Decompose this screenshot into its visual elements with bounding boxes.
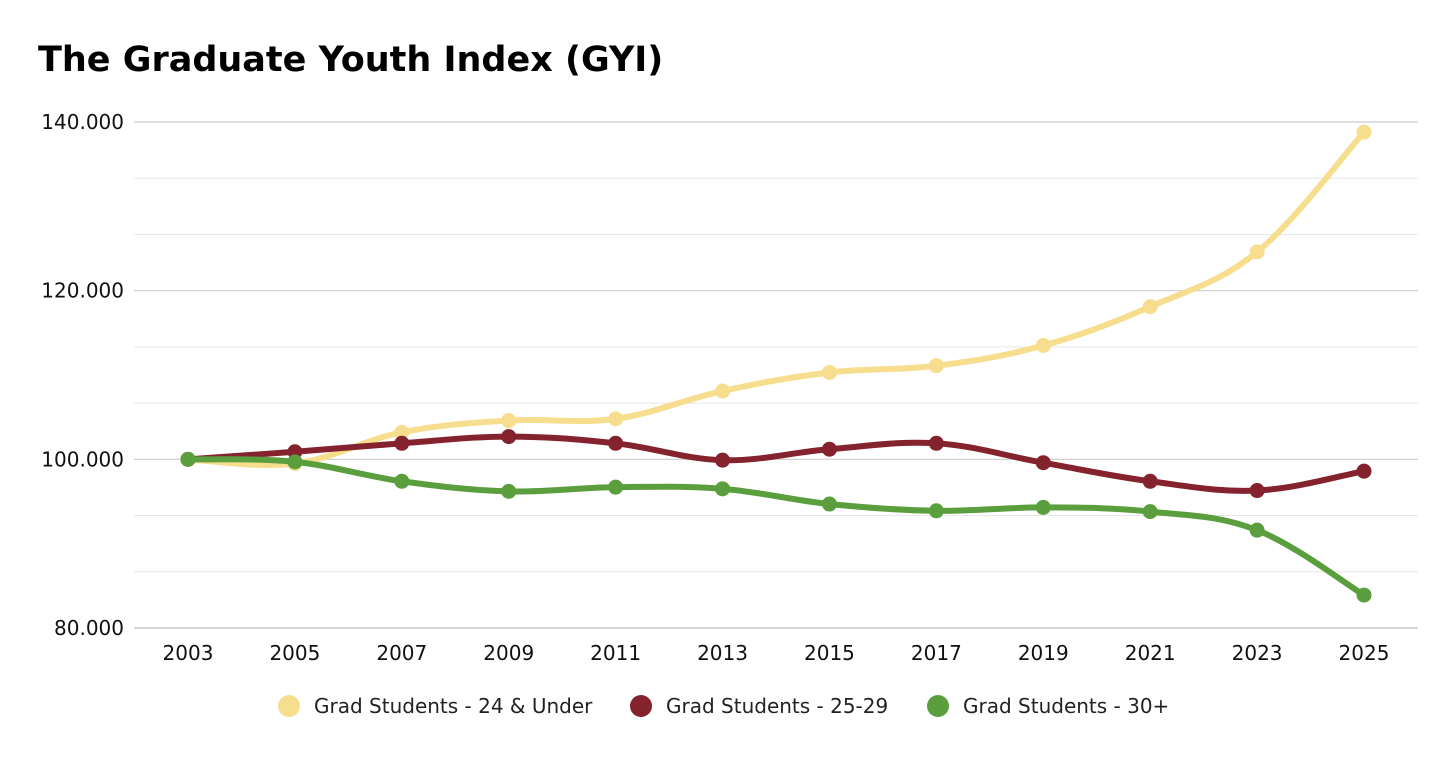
x-tick-label: 2007 [376, 641, 427, 665]
data-point[interactable] [821, 496, 837, 512]
data-point[interactable] [394, 473, 410, 489]
x-tick-label: 2015 [804, 641, 855, 665]
x-tick-label: 2011 [590, 641, 641, 665]
y-tick-label: 120.000 [41, 279, 124, 303]
data-point[interactable] [1035, 499, 1051, 515]
legend-marker [278, 695, 300, 717]
data-point[interactable] [180, 451, 196, 467]
data-point[interactable] [821, 441, 837, 457]
data-point[interactable] [394, 435, 410, 451]
data-point[interactable] [501, 483, 517, 499]
data-point[interactable] [715, 481, 731, 497]
x-tick-label: 2005 [269, 641, 320, 665]
data-point[interactable] [1356, 463, 1372, 479]
legend-item[interactable]: Grad Students - 30+ [927, 694, 1169, 718]
legend-item[interactable]: Grad Students - 24 & Under [278, 694, 593, 718]
legend-label: Grad Students - 24 & Under [314, 694, 593, 718]
chart-title: The Graduate Youth Index (GYI) [38, 40, 664, 80]
x-tick-label: 2023 [1232, 641, 1283, 665]
data-point[interactable] [1356, 587, 1372, 603]
data-point[interactable] [501, 413, 517, 429]
series-line [185, 456, 1367, 599]
x-tick-label: 2009 [483, 641, 534, 665]
data-point[interactable] [928, 503, 944, 519]
data-point[interactable] [394, 424, 410, 440]
data-point[interactable] [715, 452, 731, 468]
data-point[interactable] [715, 383, 731, 399]
series-line [185, 129, 1367, 469]
legend-label: Grad Students - 25-29 [666, 694, 888, 718]
y-tick-label: 140.000 [41, 110, 124, 134]
series-25-29 [180, 429, 1372, 499]
data-point[interactable] [1142, 473, 1158, 489]
data-point[interactable] [1249, 522, 1265, 538]
data-point[interactable] [1142, 504, 1158, 520]
data-point[interactable] [1249, 483, 1265, 499]
x-tick-label: 2021 [1125, 641, 1176, 665]
x-tick-label: 2019 [1018, 641, 1069, 665]
x-tick-label: 2025 [1339, 641, 1390, 665]
data-point[interactable] [928, 358, 944, 374]
data-point[interactable] [608, 411, 624, 427]
data-point[interactable] [1035, 455, 1051, 471]
x-tick-label: 2013 [697, 641, 748, 665]
data-point[interactable] [1142, 299, 1158, 315]
x-tick-label: 2003 [163, 641, 214, 665]
axes: 80.000 100.000 120.000 140.000 2003 2005 2007 2… [41, 110, 1389, 665]
data-point[interactable] [608, 479, 624, 495]
legend-marker [927, 695, 949, 717]
data-point[interactable] [821, 364, 837, 380]
series-line [185, 433, 1367, 494]
legend-marker [630, 695, 652, 717]
y-tick-label: 100.000 [41, 447, 124, 471]
data-point[interactable] [1035, 337, 1051, 353]
y-tick-label: 80.000 [54, 616, 124, 640]
x-tick-label: 2017 [911, 641, 962, 665]
series-24-and-under [180, 124, 1372, 472]
legend-item[interactable]: Grad Students - 25-29 [630, 694, 888, 718]
data-point[interactable] [928, 435, 944, 451]
legend-label: Grad Students - 30+ [963, 694, 1169, 718]
series-lines [180, 124, 1372, 603]
data-point[interactable] [501, 429, 517, 445]
data-point[interactable] [1249, 244, 1265, 260]
grid-lines [134, 121, 1418, 629]
data-point[interactable] [1356, 124, 1372, 140]
legend[interactable]: Grad Students - 24 & Under Grad Students … [278, 694, 1169, 718]
data-point[interactable] [608, 435, 624, 451]
data-point[interactable] [287, 454, 303, 470]
series-30-plus [180, 451, 1372, 603]
